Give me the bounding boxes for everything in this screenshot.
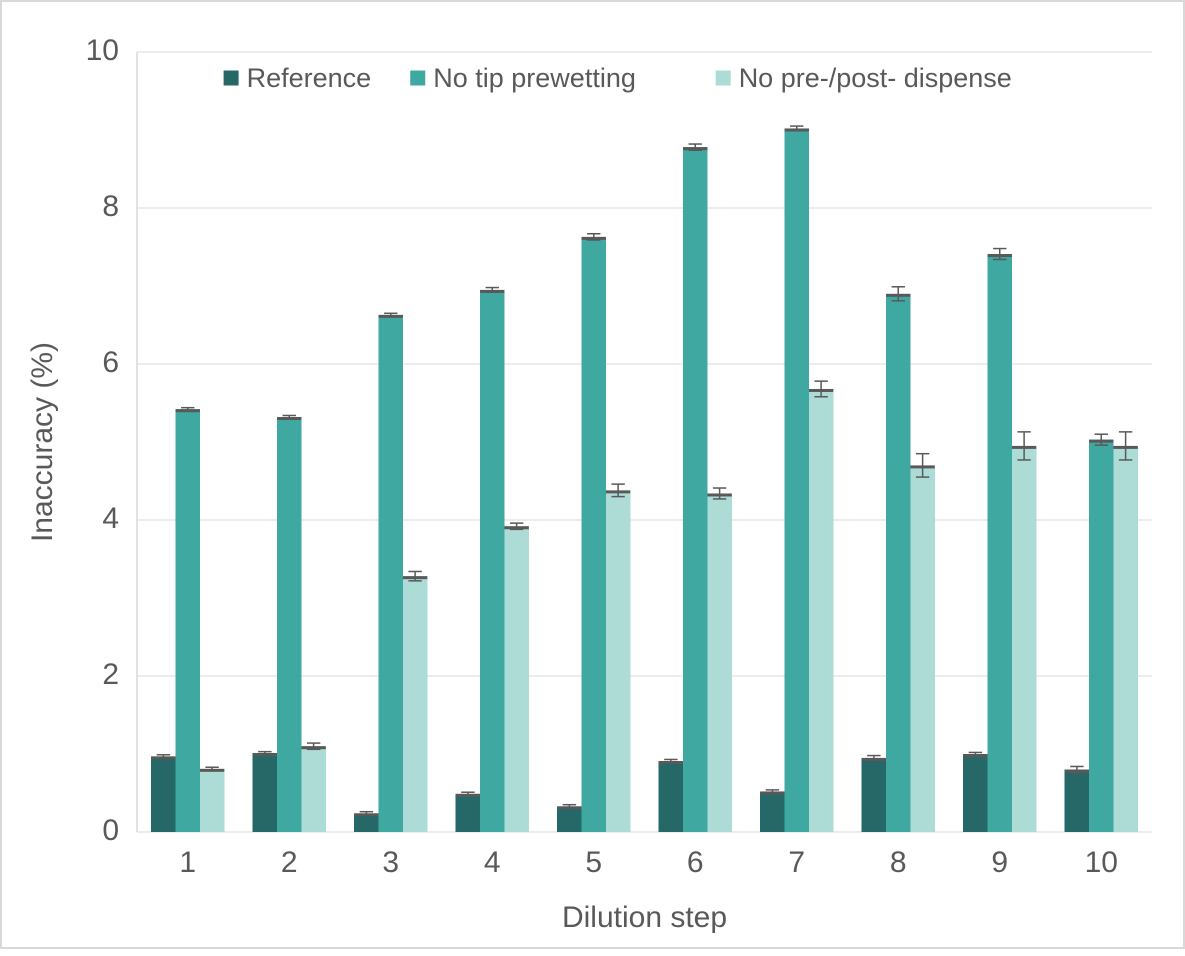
bar-reference bbox=[659, 761, 683, 832]
bar-no-tip-prewetting bbox=[988, 254, 1012, 832]
legend-swatch bbox=[716, 71, 731, 86]
bar-no-pre-post-dispense bbox=[809, 389, 833, 832]
chart-svg: 024681012345678910Dilution stepInaccurac… bbox=[2, 2, 1185, 951]
bar-no-pre-post-dispense bbox=[910, 465, 934, 832]
x-tick-label: 4 bbox=[484, 846, 501, 879]
bar-no-tip-prewetting bbox=[277, 417, 301, 832]
y-axis-title: Inaccuracy (%) bbox=[26, 342, 59, 542]
y-tick-label: 6 bbox=[102, 346, 119, 379]
bar-reference bbox=[253, 753, 277, 832]
bar-no-tip-prewetting bbox=[886, 294, 910, 832]
bar-no-tip-prewetting bbox=[683, 147, 707, 832]
bar-no-tip-prewetting bbox=[379, 315, 403, 832]
bar-no-pre-post-dispense bbox=[504, 526, 528, 832]
y-tick-label: 0 bbox=[102, 814, 119, 847]
bar-no-tip-prewetting bbox=[1089, 440, 1113, 832]
bar-reference bbox=[760, 791, 784, 832]
x-tick-label: 10 bbox=[1085, 846, 1118, 879]
y-tick-label: 8 bbox=[102, 190, 119, 223]
legend-swatch bbox=[410, 71, 425, 86]
bar-no-pre-post-dispense bbox=[707, 493, 731, 832]
y-tick-label: 10 bbox=[86, 34, 119, 67]
bar-reference bbox=[557, 806, 581, 832]
x-tick-label: 2 bbox=[281, 846, 298, 879]
bar-reference bbox=[151, 756, 175, 832]
bar-no-tip-prewetting bbox=[480, 290, 504, 832]
x-axis-title: Dilution step bbox=[562, 901, 727, 934]
bar-no-pre-post-dispense bbox=[606, 490, 630, 832]
y-tick-label: 2 bbox=[102, 658, 119, 691]
legend-label: Reference bbox=[247, 63, 372, 93]
bar-no-tip-prewetting bbox=[785, 128, 809, 832]
legend-swatch bbox=[224, 71, 239, 86]
legend-label: No tip prewetting bbox=[433, 63, 636, 93]
bar-reference bbox=[862, 758, 886, 832]
x-tick-label: 8 bbox=[890, 846, 907, 879]
x-tick-label: 9 bbox=[991, 846, 1008, 879]
bar-reference bbox=[963, 754, 987, 832]
bar-no-pre-post-dispense bbox=[301, 746, 325, 832]
x-tick-label: 1 bbox=[179, 846, 196, 879]
legend-label: No pre-/post- dispense bbox=[739, 63, 1012, 93]
x-tick-label: 7 bbox=[788, 846, 805, 879]
bar-reference bbox=[1065, 770, 1089, 832]
bar-reference bbox=[456, 794, 480, 832]
bar-no-pre-post-dispense bbox=[200, 769, 224, 832]
x-tick-label: 5 bbox=[585, 846, 602, 879]
bar-no-pre-post-dispense bbox=[1113, 446, 1137, 832]
x-tick-label: 6 bbox=[687, 846, 704, 879]
x-tick-label: 3 bbox=[382, 846, 399, 879]
bar-no-pre-post-dispense bbox=[403, 576, 427, 832]
bar-no-tip-prewetting bbox=[176, 409, 200, 832]
inaccuracy-bar-chart: 024681012345678910Dilution stepInaccurac… bbox=[0, 0, 1185, 949]
bar-no-tip-prewetting bbox=[582, 237, 606, 832]
bar-no-pre-post-dispense bbox=[1012, 446, 1036, 832]
y-tick-label: 4 bbox=[102, 502, 119, 535]
